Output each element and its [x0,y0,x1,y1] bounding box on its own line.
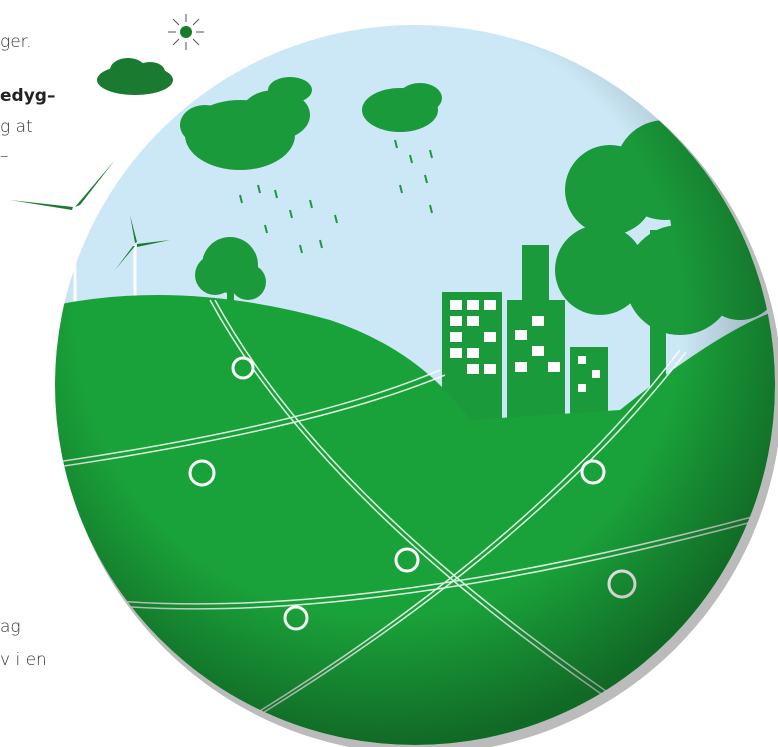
text-fragment: ag [0,617,21,637]
sun [168,14,204,50]
cloud-outside [97,58,173,95]
text-fragment: ger. [0,32,32,52]
globe-shading [55,25,775,745]
text-fragment: g at [0,117,33,137]
turbine-blades [10,160,170,270]
text-fragment: edyg– [0,86,56,106]
text-fragment: – [0,146,9,166]
text-fragment: v i en [0,650,47,670]
